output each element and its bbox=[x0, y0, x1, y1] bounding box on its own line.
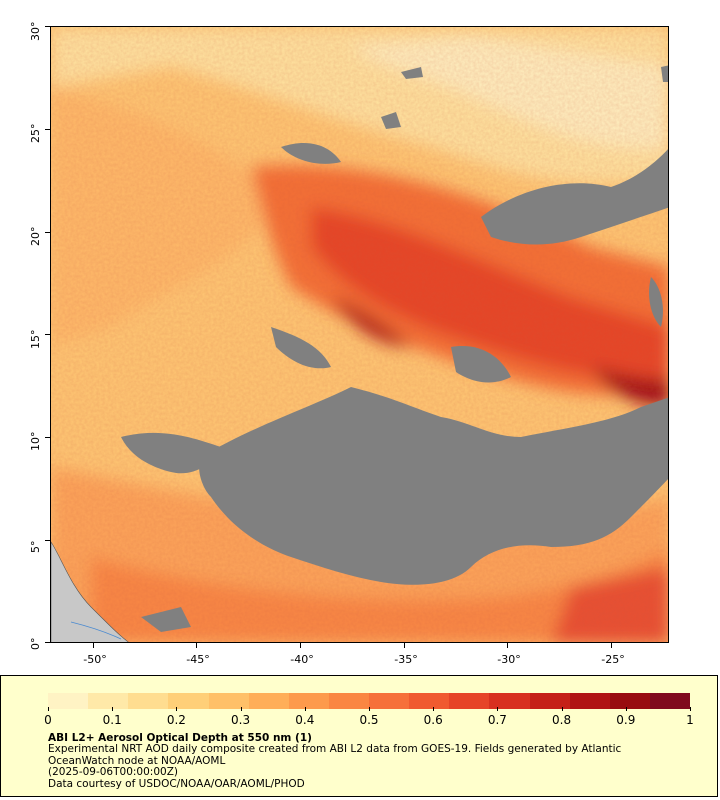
lon-label-40: -40° bbox=[290, 653, 314, 666]
colorbar-segment bbox=[449, 693, 490, 709]
colorbar-segment bbox=[208, 693, 249, 709]
legend-title: ABI L2+ Aerosol Optical Depth at 550 nm … bbox=[48, 732, 312, 744]
colorbar-tick bbox=[48, 707, 49, 711]
colorbar-tick-label: 0.8 bbox=[552, 713, 572, 727]
colorbar-tick-label: 1 bbox=[686, 713, 694, 727]
colorbar-tick bbox=[625, 707, 627, 711]
colorbar-segment bbox=[128, 693, 169, 709]
colorbar-segment bbox=[288, 693, 329, 709]
legend-credit: Data courtesy of USDOC/NOAA/OAR/AOML/PHO… bbox=[48, 777, 305, 790]
lat-label-15: 15° bbox=[29, 329, 42, 350]
colorbar-segment bbox=[168, 693, 209, 709]
colorbar-tick-label: 0.6 bbox=[423, 713, 443, 727]
colorbar-tick bbox=[497, 707, 499, 711]
colorbar-tick-label: 0.7 bbox=[487, 713, 507, 727]
lon-label-30: -30° bbox=[497, 653, 521, 666]
lon-label-35: -35° bbox=[394, 653, 418, 666]
colorbar-segment bbox=[569, 693, 610, 709]
colorbar-tick-label: 0.2 bbox=[166, 713, 186, 727]
colorbar-tick-label: 0 bbox=[44, 713, 52, 727]
legend-panel: ABI L2+ Aerosol Optical Depth at 550 nm … bbox=[0, 675, 718, 797]
colorbar-segment bbox=[48, 693, 89, 709]
colorbar-segment bbox=[649, 693, 690, 709]
lon-label-45: -45° bbox=[186, 653, 210, 666]
colorbar-tick-label: 0.1 bbox=[102, 713, 122, 727]
colorbar-tick-label: 0.3 bbox=[231, 713, 251, 727]
colorbar-tick bbox=[690, 707, 691, 711]
colorbar-segment bbox=[609, 693, 650, 709]
aod-field bbox=[51, 27, 668, 642]
lat-label-30: 30° bbox=[29, 21, 42, 42]
legend-description: Experimental NRT AOD daily composite cre… bbox=[48, 743, 622, 767]
colorbar-tick-label: 0.4 bbox=[295, 713, 315, 727]
colorbar-tick-label: 0.5 bbox=[359, 713, 379, 727]
colorbar-tick bbox=[561, 707, 563, 711]
colorbar-segment bbox=[409, 693, 450, 709]
lon-label-50: -50° bbox=[83, 653, 107, 666]
legend-timestamp: (2025-09-06T00:00:00Z) bbox=[48, 766, 178, 779]
colorbar-segment bbox=[489, 693, 530, 709]
colorbar bbox=[48, 693, 690, 709]
lat-label-5: 5° bbox=[29, 540, 42, 554]
lat-label-25: 25° bbox=[29, 123, 42, 144]
colorbar-segment bbox=[328, 693, 369, 709]
colorbar-tick bbox=[240, 707, 242, 711]
colorbar-tick bbox=[433, 707, 435, 711]
lat-label-0: 0° bbox=[29, 637, 42, 651]
colorbar-tick bbox=[304, 707, 306, 711]
colorbar-tick-label: 0.9 bbox=[616, 713, 636, 727]
colorbar-segment bbox=[88, 693, 129, 709]
lon-label-25: -25° bbox=[601, 653, 625, 666]
legend-text: ABI L2+ Aerosol Optical Depth at 550 nm … bbox=[48, 732, 688, 790]
colorbar-segment bbox=[529, 693, 570, 709]
colorbar-segment bbox=[248, 693, 289, 709]
colorbar-tick bbox=[176, 707, 178, 711]
colorbar-tick bbox=[112, 707, 114, 711]
colorbar-segment bbox=[369, 693, 410, 709]
lat-label-20: 20° bbox=[29, 226, 42, 247]
aod-map bbox=[50, 26, 669, 643]
colorbar-tick bbox=[369, 707, 370, 711]
lat-label-10: 10° bbox=[29, 431, 42, 452]
